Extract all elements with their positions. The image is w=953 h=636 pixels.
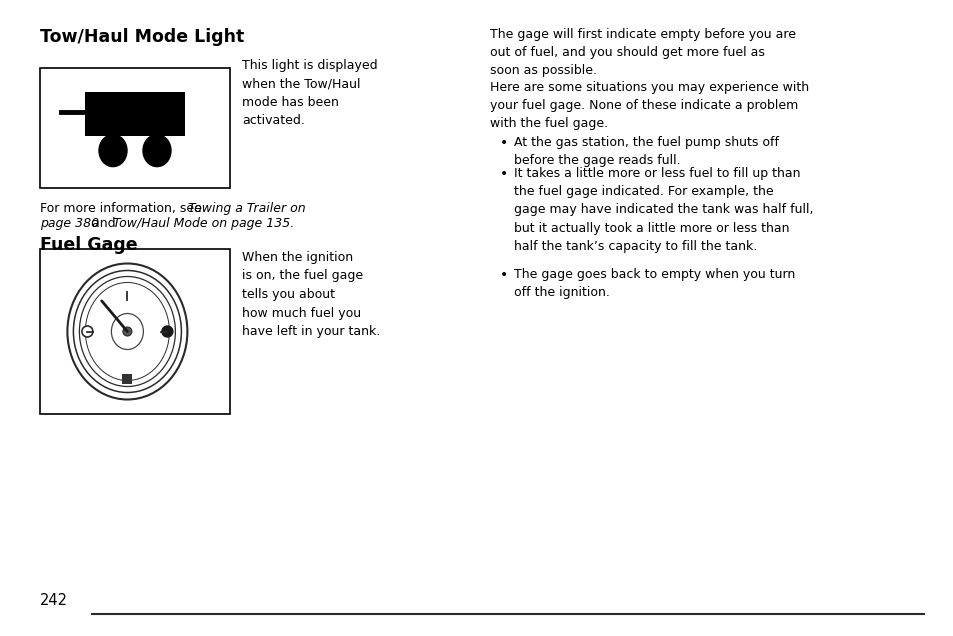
Bar [122, 373, 132, 384]
Text: This light is displayed
when the Tow/Haul
mode has been
activated.: This light is displayed when the Tow/Hau… [242, 59, 377, 127]
Ellipse shape [143, 135, 171, 167]
Text: Here are some situations you may experience with
your fuel gage. None of these i: Here are some situations you may experie… [490, 81, 808, 130]
Text: and: and [88, 217, 119, 230]
Bar [40, 68, 230, 188]
Text: The gage goes back to empty when you turn
off the ignition.: The gage goes back to empty when you tur… [514, 268, 795, 299]
Text: page 380: page 380 [40, 217, 99, 230]
Text: For more information, see: For more information, see [40, 202, 206, 215]
Text: •: • [499, 167, 508, 181]
Text: When the ignition
is on, the fuel gage
tells you about
how much fuel you
have le: When the ignition is on, the fuel gage t… [242, 251, 380, 338]
Circle shape [123, 327, 132, 336]
Circle shape [82, 326, 92, 337]
Ellipse shape [99, 135, 127, 167]
Text: •: • [499, 268, 508, 282]
Text: Tow/Haul Mode Light: Tow/Haul Mode Light [40, 28, 244, 46]
Text: 242: 242 [40, 593, 68, 608]
Bar [40, 249, 230, 414]
Text: It takes a little more or less fuel to fill up than
the fuel gage indicated. For: It takes a little more or less fuel to f… [514, 167, 813, 252]
Text: Towing a Trailer on: Towing a Trailer on [188, 202, 305, 215]
Text: At the gas station, the fuel pump shuts off
before the gage reads full.: At the gas station, the fuel pump shuts … [514, 136, 779, 167]
Text: •: • [499, 136, 508, 150]
Circle shape [162, 326, 172, 337]
Text: The gage will first indicate empty before you are
out of fuel, and you should ge: The gage will first indicate empty befor… [490, 28, 795, 78]
Text: Tow/Haul Mode on page 135.: Tow/Haul Mode on page 135. [112, 217, 294, 230]
Bar [85, 92, 185, 135]
Text: Fuel Gage: Fuel Gage [40, 236, 137, 254]
